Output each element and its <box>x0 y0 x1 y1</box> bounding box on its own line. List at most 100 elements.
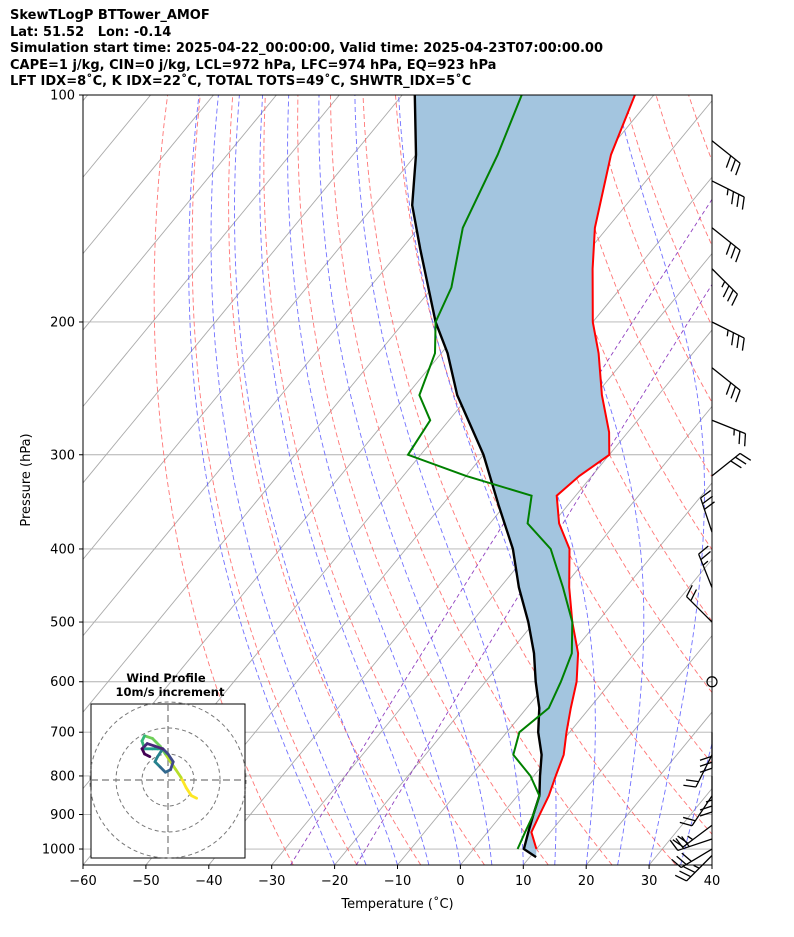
barb-half-flag <box>726 329 729 337</box>
barb-flag <box>676 855 687 865</box>
barb-shaft <box>711 452 741 477</box>
hodograph-segment <box>163 752 173 764</box>
barb-half-flag <box>705 799 713 803</box>
y-tick-label: 200 <box>50 315 75 330</box>
x-tick-label: 30 <box>641 874 658 889</box>
dry-adiabat-line <box>329 95 613 865</box>
wind-barb <box>672 824 713 848</box>
barb-flag <box>699 761 713 767</box>
wind-barb <box>711 419 747 447</box>
barb-flag <box>700 551 711 561</box>
dry-adiabat-line <box>622 95 712 327</box>
barb-flag <box>669 839 679 851</box>
cape-line: CAPE=1 j/kg, CIN=0 j/kg, LCL=972 hPa, LF… <box>10 57 497 73</box>
barb-flag <box>672 839 684 848</box>
barb-flag <box>699 811 713 817</box>
barb-flag <box>731 191 735 205</box>
moist-adiabat-line <box>210 95 367 865</box>
wind-barb-calm <box>706 676 718 688</box>
dry-adiabat-line <box>228 95 422 865</box>
barb-half-flag <box>693 864 700 869</box>
isotherm-line <box>334 405 712 865</box>
isotherm-line <box>522 635 712 865</box>
location-line: Lat: 51.52 Lon: -0.14 <box>10 24 172 40</box>
barb-flag <box>725 382 732 395</box>
isotherm-line <box>83 95 214 255</box>
barb-flag <box>736 335 740 349</box>
barb-flag <box>685 779 699 783</box>
barb-shaft <box>711 268 738 295</box>
barb-flag <box>735 456 747 465</box>
temperature-line <box>530 95 636 850</box>
wind-barb <box>699 732 713 773</box>
barb-flag <box>741 337 745 351</box>
barb-flag <box>702 495 714 505</box>
wind-barb <box>698 545 713 588</box>
x-tick-label: −10 <box>384 874 411 889</box>
barb-flag <box>735 250 741 263</box>
y-tick-label: 1000 <box>42 843 75 858</box>
hodograph-segment <box>179 776 188 790</box>
x-tick-label: −30 <box>258 874 285 889</box>
hodograph-subtitle: 10m/s increment <box>116 685 225 699</box>
dry-adiabat-line <box>786 95 794 865</box>
wind-barb <box>699 775 713 817</box>
isotherm-line <box>83 95 466 560</box>
barb-flag <box>671 858 682 869</box>
y-tick-label: 600 <box>50 675 75 690</box>
barb-flag <box>699 755 713 761</box>
barb-flag <box>683 866 696 874</box>
moist-adiabat-line <box>318 95 493 865</box>
wind-barb <box>685 584 713 623</box>
moist-adiabat-line <box>354 95 524 865</box>
barb-flag <box>730 460 742 469</box>
dry-adiabat-line <box>557 95 712 478</box>
barb-flag <box>731 293 739 306</box>
barb-flag <box>725 242 732 255</box>
isotherm-line <box>83 95 89 102</box>
dry-adiabat-line <box>191 95 358 865</box>
wind-barb <box>711 321 745 351</box>
barb-flag <box>698 545 709 555</box>
moist-adiabat-line <box>615 95 705 865</box>
dry-adiabat-line <box>153 95 294 865</box>
barb-flag <box>739 452 752 461</box>
x-tick-label: 20 <box>578 874 595 889</box>
wind-barb <box>711 180 745 210</box>
y-tick-label: 100 <box>50 89 75 104</box>
barb-half-flag <box>726 188 729 196</box>
wind-barb <box>711 268 739 306</box>
y-tick-label: 800 <box>50 769 75 784</box>
dewpoint-line <box>406 95 574 850</box>
isotherm-line <box>271 329 712 865</box>
x-tick-label: −20 <box>321 874 348 889</box>
x-tick-label: −50 <box>132 874 159 889</box>
barb-flag <box>735 163 741 176</box>
barb-flag <box>682 816 696 822</box>
moist-adiabat-line <box>259 95 430 865</box>
barb-half-flag <box>702 560 709 566</box>
barb-flag <box>700 489 712 499</box>
barb-flag <box>741 196 745 210</box>
barb-flag <box>730 246 737 259</box>
wind-barb <box>711 140 741 176</box>
y-axis-label: Pressure (hPa) <box>19 433 34 526</box>
moist-adiabat-line <box>680 741 712 865</box>
barb-half-flag <box>721 281 726 288</box>
y-tick-label: 300 <box>50 448 75 463</box>
isotherm-line <box>585 711 712 865</box>
isotherm-line <box>83 95 340 408</box>
barb-flag <box>679 821 693 827</box>
x-tick-label: −60 <box>69 874 96 889</box>
isotherm-line <box>711 864 712 865</box>
y-tick-label: 900 <box>50 808 75 823</box>
isotherm-line <box>775 95 794 865</box>
moist-adiabat-line <box>398 95 557 865</box>
hodograph-segment <box>166 752 175 764</box>
dry-adiabat-line <box>362 95 677 865</box>
plot-area <box>83 95 794 865</box>
barb-flag <box>677 835 689 844</box>
wind-barb <box>711 452 752 477</box>
